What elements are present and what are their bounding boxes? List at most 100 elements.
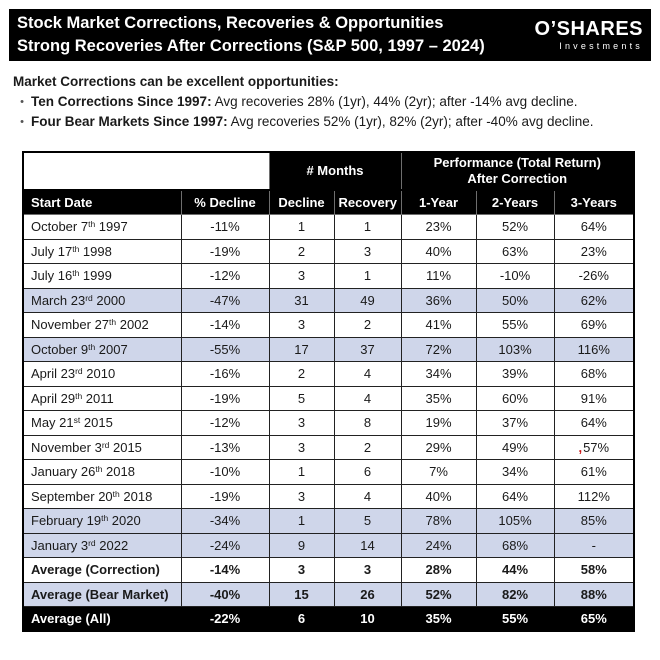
decline-pct-cell: -14%	[180, 557, 270, 583]
intro-heading: Market Corrections can be excellent oppo…	[13, 74, 339, 89]
column-header-months-recovery: Recovery	[333, 189, 402, 215]
bullet-rest: Avg recoveries 52% (1yr), 82% (2yr); aft…	[227, 114, 594, 129]
column-header-1-year: 1-Year	[400, 189, 477, 215]
title-line-2: Strong Recoveries After Corrections (S&P…	[17, 37, 485, 55]
return-3y-cell: -26%	[553, 263, 635, 289]
months-decline-cell: 31	[268, 287, 335, 313]
start-date-cell: April 29th 2011	[22, 385, 182, 411]
table-row: July 16th 1999 -12% 3 1 11% -10% -26%	[22, 263, 635, 289]
months-group-header: # Months	[268, 151, 402, 191]
return-3y-cell: 58%	[553, 557, 635, 583]
return-3y-cell: 65%	[553, 606, 635, 632]
annotation-artifact: ,	[578, 439, 583, 455]
date-ordinal: th	[112, 488, 120, 499]
months-decline-cell: 3	[268, 312, 335, 338]
months-decline-cell: 3	[268, 483, 335, 509]
return-2y-cell: 34%	[475, 459, 555, 485]
return-3y-cell: 85%	[553, 508, 635, 534]
months-recovery-cell: 2	[333, 312, 402, 338]
table-row: Average (Bear Market) -40% 15 26 52% 82% 88%	[22, 581, 635, 607]
start-date-cell: September 20th 2018	[22, 483, 182, 509]
return-3y-cell: -	[553, 532, 635, 558]
decline-pct-cell: -19%	[180, 483, 270, 509]
return-1y-cell: 40%	[400, 238, 477, 264]
start-date-cell: January 3rd 2022	[22, 532, 182, 558]
months-decline-cell: 1	[268, 508, 335, 534]
return-3y-cell: 69%	[553, 312, 635, 338]
months-recovery-cell: 4	[333, 385, 402, 411]
months-recovery-cell: 49	[333, 287, 402, 313]
start-date-cell: Average (All)	[22, 606, 182, 632]
table-row: November 3rd 2015 -13% 3 2 29% 49% ,57%	[22, 434, 635, 460]
months-decline-cell: 6	[268, 606, 335, 632]
months-decline-cell: 3	[268, 434, 335, 460]
return-1y-cell: 78%	[400, 508, 477, 534]
decline-pct-cell: -12%	[180, 263, 270, 289]
decline-pct-cell: -19%	[180, 238, 270, 264]
date-ordinal: th	[95, 464, 103, 475]
return-3y-cell: 23%	[553, 238, 635, 264]
return-1y-cell: 29%	[400, 434, 477, 460]
date-ordinal: th	[101, 513, 109, 524]
return-2y-cell: 60%	[475, 385, 555, 411]
table-row: November 27th 2002 -14% 3 2 41% 55% 69%	[22, 312, 635, 338]
start-date-cell: July 16th 1999	[22, 263, 182, 289]
return-3y-cell: 62%	[553, 287, 635, 313]
date-ordinal: rd	[88, 537, 96, 548]
table-body: October 7th 1997 -11% 1 1 23% 52% 64% July 17th…	[22, 214, 635, 632]
start-date-cell: March 23rd 2000	[22, 287, 182, 313]
performance-group-line1: Performance (Total Return)	[433, 155, 601, 170]
start-date-cell: July 17th 1998	[22, 238, 182, 264]
date-ordinal: rd	[85, 292, 93, 303]
months-recovery-cell: 37	[333, 336, 402, 362]
months-decline-cell: 3	[268, 410, 335, 436]
decline-pct-cell: -34%	[180, 508, 270, 534]
return-1y-cell: 7%	[400, 459, 477, 485]
date-ordinal: th	[72, 243, 80, 254]
months-recovery-cell: 1	[333, 263, 402, 289]
decline-pct-cell: -11%	[180, 214, 270, 240]
column-header-decline-pct: % Decline	[180, 189, 270, 215]
decline-pct-cell: -24%	[180, 532, 270, 558]
return-1y-cell: 52%	[400, 581, 477, 607]
column-header-3-years: 3-Years	[553, 189, 635, 215]
decline-pct-cell: -12%	[180, 410, 270, 436]
bullet-item: • Four Bear Markets Since 1997: Avg reco…	[13, 112, 651, 132]
return-2y-cell: 82%	[475, 581, 555, 607]
start-date-cell: May 21st 2015	[22, 410, 182, 436]
return-3y-cell: 64%	[553, 410, 635, 436]
column-header-months-decline: Decline	[268, 189, 335, 215]
title-text: Stock Market Corrections, Recoveries & O…	[17, 12, 485, 58]
table-row: January 26th 2018 -10% 1 6 7% 34% 61%	[22, 459, 635, 485]
table-row: October 7th 1997 -11% 1 1 23% 52% 64%	[22, 214, 635, 240]
months-decline-cell: 15	[268, 581, 335, 607]
return-2y-cell: 37%	[475, 410, 555, 436]
months-recovery-cell: 10	[333, 606, 402, 632]
return-3y-cell: 91%	[553, 385, 635, 411]
return-2y-cell: 68%	[475, 532, 555, 558]
date-ordinal: th	[75, 390, 83, 401]
months-recovery-cell: 26	[333, 581, 402, 607]
table-row: March 23rd 2000 -47% 31 49 36% 50% 62%	[22, 287, 635, 313]
months-decline-cell: 2	[268, 238, 335, 264]
start-date-cell: February 19th 2020	[22, 508, 182, 534]
return-2y-cell: 44%	[475, 557, 555, 583]
date-ordinal: th	[88, 341, 96, 352]
return-1y-cell: 19%	[400, 410, 477, 436]
months-decline-cell: 5	[268, 385, 335, 411]
months-recovery-cell: 8	[333, 410, 402, 436]
column-header-start-date: Start Date	[22, 189, 182, 215]
bullet-text: Ten Corrections Since 1997: Avg recoveri…	[31, 92, 577, 112]
start-date-cell: October 7th 1997	[22, 214, 182, 240]
return-2y-cell: 50%	[475, 287, 555, 313]
date-ordinal: rd	[75, 366, 83, 377]
return-3y-cell: 116%	[553, 336, 635, 362]
date-ordinal: th	[88, 219, 96, 230]
return-2y-cell: 55%	[475, 312, 555, 338]
decline-pct-cell: -16%	[180, 361, 270, 387]
bullet-icon: •	[20, 96, 24, 108]
return-1y-cell: 34%	[400, 361, 477, 387]
table-row: February 19th 2020 -34% 1 5 78% 105% 85%	[22, 508, 635, 534]
group-header-row: # Months Performance (Total Return) Afte…	[23, 151, 635, 191]
